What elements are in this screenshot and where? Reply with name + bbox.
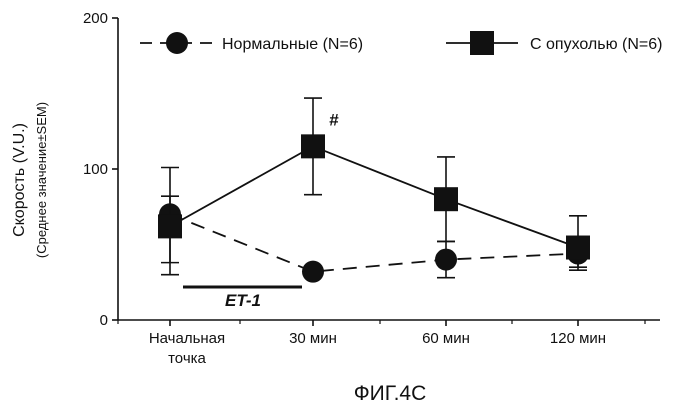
- y-axis-sublabel: (Среднее значение±SEM): [34, 102, 49, 258]
- y-axis-label: Скорость (V.U.): [11, 123, 28, 237]
- x-tick-label: 30 мин: [289, 330, 337, 347]
- series-layer: ET-1 #: [158, 98, 590, 310]
- series-line-1: [170, 214, 578, 271]
- y-tick-label: 0: [100, 312, 108, 329]
- x-tick-label: 120 мин: [550, 330, 606, 347]
- x-tick-label: точка: [168, 350, 206, 367]
- legend-label-1: Нормальные (N=6): [222, 36, 363, 53]
- y-tick-label: 100: [83, 161, 108, 178]
- legend: Нормальные (N=6) С опухолью (N=6): [140, 31, 663, 55]
- et1-label: ET-1: [225, 291, 261, 310]
- significance-mark: #: [329, 110, 339, 129]
- data-point-circle: [302, 261, 324, 283]
- data-point-square: [434, 187, 458, 211]
- legend-marker-circle: [166, 32, 188, 54]
- data-point-square: [158, 214, 182, 238]
- data-point-circle: [435, 249, 457, 271]
- x-tick-label: Начальная: [149, 330, 225, 347]
- legend-label-2: С опухолью (N=6): [530, 36, 663, 53]
- figure-caption: ФИГ.4С: [354, 382, 427, 405]
- data-point-square: [566, 236, 590, 260]
- legend-marker-square: [470, 31, 494, 55]
- data-point-square: [301, 134, 325, 158]
- series-line-2: [170, 146, 578, 247]
- x-tick-label: 60 мин: [422, 330, 470, 347]
- y-tick-label: 200: [83, 10, 108, 27]
